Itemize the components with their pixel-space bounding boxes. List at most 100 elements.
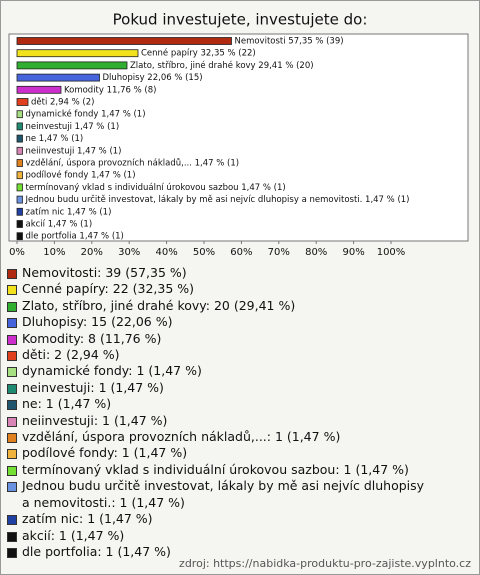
bar-label: dynamické fondy 1,47 % (1) xyxy=(25,109,145,120)
x-tick-label: 30% xyxy=(118,247,140,258)
legend-label: zatím nic: 1 (1,47 %) xyxy=(22,511,153,527)
legend-item: Cenné papíry: 22 (32,35 %) xyxy=(7,281,427,297)
bar xyxy=(16,49,139,58)
legend-swatch xyxy=(7,531,17,542)
legend-label: vzdělání, úspora provozních nákladů,...:… xyxy=(22,429,341,445)
bar-label: Nemovitosti 57,35 % (39) xyxy=(234,37,343,47)
legend-item: termínovaný vklad s individuální úrokovo… xyxy=(7,462,427,478)
bar xyxy=(16,134,23,143)
source: zdroj: https://nabidka-produktu-pro-zaji… xyxy=(179,557,471,570)
legend-item: ne: 1 (1,47 %) xyxy=(7,396,427,412)
bar xyxy=(16,159,23,167)
legend-label: termínovaný vklad s individuální úrokovo… xyxy=(22,461,409,477)
legend-item: vzdělání, úspora provozních nákladů,...:… xyxy=(7,429,427,445)
legend-label: Jednou budu určitě investovat, lákaly by… xyxy=(22,478,425,510)
legend-swatch xyxy=(7,301,17,312)
legend-swatch xyxy=(7,449,17,460)
legend-item: neiinvestuji: 1 (1,47 %) xyxy=(7,413,427,429)
bar-label: termínovaný vklad s individuální úrokovo… xyxy=(25,183,285,193)
legend-item: Jednou budu určitě investovat, lákaly by… xyxy=(7,478,427,511)
bar-label: dle portfolia 1,47 % (1) xyxy=(25,232,123,242)
bar xyxy=(16,232,23,241)
bar xyxy=(16,195,23,204)
legend-label: Nemovitosti: 39 (57,35 %) xyxy=(22,265,187,280)
legend-label: Zlato, stříbro, jiné drahé kovy: 20 (29,… xyxy=(22,297,296,313)
bar-label: Zlato, stříbro, jiné drahé kovy 29,41 % … xyxy=(130,60,314,71)
legend-label: neinvestuji: 1 (1,47 %) xyxy=(22,379,164,395)
legend-swatch xyxy=(7,400,17,411)
legend-swatch xyxy=(7,416,17,427)
x-tick-label: 80% xyxy=(305,247,327,258)
legend-label: Komodity: 8 (11,76 %) xyxy=(22,330,162,346)
legend-swatch xyxy=(7,269,17,279)
legend-swatch xyxy=(7,285,17,296)
legend-label: dle portfolia: 1 (1,47 %) xyxy=(22,543,171,559)
legend-swatch xyxy=(7,482,17,493)
x-tick-label: 40% xyxy=(155,247,177,258)
legend-item: děti: 2 (2,94 %) xyxy=(7,347,427,363)
legend-label: dynamické fondy: 1 (1,47 %) xyxy=(22,363,202,379)
legend-label: děti: 2 (2,94 %) xyxy=(22,347,120,363)
legend-swatch xyxy=(7,515,17,526)
legend-swatch xyxy=(7,465,17,476)
legend-swatch xyxy=(7,351,17,362)
bar-label: vzdělání, úspora provozních nákladů,... … xyxy=(25,158,239,169)
x-tick-label: 100% xyxy=(377,247,406,258)
bar-label: zatím nic 1,47 % (1) xyxy=(25,207,111,217)
legend-label: podílové fondy: 1 (1,47 %) xyxy=(22,445,188,461)
legend-item: podílové fondy: 1 (1,47 %) xyxy=(7,445,427,461)
bar-label: Dluhopisy 22,06 % (15) xyxy=(103,73,203,83)
legend-item: neinvestuji: 1 (1,47 %) xyxy=(7,380,427,396)
legend-item: Dluhopisy: 15 (22,06 %) xyxy=(7,314,427,330)
bar xyxy=(16,183,23,192)
bar xyxy=(16,85,62,94)
legend-item: zatím nic: 1 (1,47 %) xyxy=(7,511,427,527)
x-tick-label: 90% xyxy=(342,247,364,258)
bar-label: neinvestuji 1,47 % (1) xyxy=(25,122,119,132)
x-tick-label: 10% xyxy=(43,247,65,258)
legend-item: Komodity: 8 (11,76 %) xyxy=(7,331,427,347)
bar xyxy=(16,122,23,131)
bar xyxy=(16,146,23,155)
bar-label: akcií 1,47 % (1) xyxy=(25,220,92,230)
x-tick-label: 0% xyxy=(9,247,25,258)
legend-label: akcií: 1 (1,47 %) xyxy=(22,527,125,543)
legend-swatch xyxy=(7,318,17,329)
bar-label: Komodity 11,76 % (8) xyxy=(64,85,157,95)
x-tick-label: 50% xyxy=(193,247,215,258)
bar-label: děti 2,94 % (2) xyxy=(31,98,94,108)
chart-title: Pokud investujete, investujete do: xyxy=(113,11,368,29)
legend-label: ne: 1 (1,47 %) xyxy=(22,396,112,412)
bar-label: Jednou budu určitě investovat, lákaly by… xyxy=(24,194,409,205)
bar-label: Cenné papíry 32,35 % (22) xyxy=(141,48,256,59)
bar-label: neiinvestuji 1,47 % (1) xyxy=(25,146,121,156)
legend-item: dle portfolia: 1 (1,47 %) xyxy=(7,544,427,560)
x-tick-label: 20% xyxy=(81,247,103,258)
legend-item: akcií: 1 (1,47 %) xyxy=(7,528,427,544)
legend-item: Nemovitosti: 39 (57,35 %) xyxy=(7,265,427,281)
legend-swatch xyxy=(7,433,17,444)
bar xyxy=(16,37,232,45)
legend-swatch xyxy=(7,334,17,345)
bar xyxy=(16,61,128,70)
bar xyxy=(16,207,23,216)
legend-item: Zlato, stříbro, jiné drahé kovy: 20 (29,… xyxy=(7,298,427,314)
legend-label: neiinvestuji: 1 (1,47 %) xyxy=(22,412,168,428)
legend: Nemovitosti: 39 (57,35 %) Cenné papíry: 2… xyxy=(7,265,427,560)
bar-label: ne 1,47 % (1) xyxy=(25,134,83,144)
legend-swatch xyxy=(7,383,17,394)
bar xyxy=(16,110,23,119)
legend-item: dynamické fondy: 1 (1,47 %) xyxy=(7,363,427,379)
legend-swatch xyxy=(7,547,17,558)
bar xyxy=(16,220,23,228)
legend-label: Dluhopisy: 15 (22,06 %) xyxy=(22,314,173,330)
legend-label: Cenné papíry: 22 (32,35 %) xyxy=(22,281,195,297)
chart: Pokud investujete, investujete do: 0% 10%… xyxy=(8,11,469,258)
bar xyxy=(16,73,100,82)
bar xyxy=(16,171,23,180)
bar-label: podílové fondy 1,47 % (1) xyxy=(25,170,135,181)
x-tick-label: 70% xyxy=(268,247,290,258)
bar xyxy=(16,98,29,106)
legend-swatch xyxy=(7,367,17,378)
